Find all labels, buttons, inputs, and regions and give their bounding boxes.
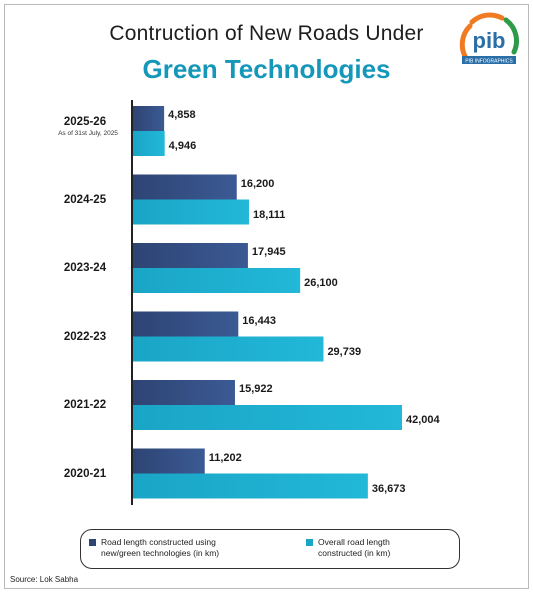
value-label-overall: 18,111 bbox=[252, 208, 286, 221]
y-axis-line bbox=[131, 100, 133, 505]
legend-label-overall: Overall road length constructed (in km) bbox=[318, 537, 390, 559]
category-note: As of 31st July, 2025 bbox=[58, 130, 118, 137]
bar-green-tech bbox=[133, 448, 205, 474]
value-label-green-tech: 16,443 bbox=[242, 314, 276, 327]
legend-label-overall-line2: constructed (in km) bbox=[318, 548, 391, 558]
legend-swatch-overall bbox=[306, 539, 313, 546]
legend-label-overall-line1: Overall road length bbox=[318, 537, 390, 547]
value-label-overall: 4,946 bbox=[168, 140, 197, 152]
chart-title-line2: Green Technologies bbox=[142, 54, 391, 84]
category-label: 2024-25 bbox=[63, 193, 107, 206]
legend-label-green-tech-line2: new/green technologies (in km) bbox=[101, 548, 220, 558]
legend: Road length constructed using new/green … bbox=[80, 529, 460, 569]
category-label: 2025-26 bbox=[63, 116, 107, 128]
bar-overall bbox=[133, 199, 249, 225]
bar-green-tech bbox=[133, 174, 237, 200]
bar-green-tech bbox=[133, 311, 239, 337]
value-label-green-tech: 16,200 bbox=[240, 177, 275, 190]
chart-title-line1: Contruction of New Roads Under bbox=[109, 22, 424, 45]
legend-label-green-tech-line1: Road length constructed using bbox=[101, 537, 216, 547]
source-note: Source: Lok Sabha bbox=[10, 575, 79, 584]
value-label-green-tech: 4,858 bbox=[168, 109, 196, 121]
value-label-green-tech: 15,922 bbox=[238, 383, 273, 395]
value-label-overall: 26,100 bbox=[304, 277, 338, 289]
bar-overall bbox=[133, 268, 301, 293]
logo-text: pib bbox=[473, 28, 506, 53]
category-label: 2020-21 bbox=[63, 467, 107, 480]
value-label-green-tech: 11,202 bbox=[208, 451, 242, 464]
value-label-green-tech: 17,945 bbox=[251, 246, 286, 258]
legend-label-green-tech: Road length constructed using new/green … bbox=[101, 537, 219, 559]
category-label: 2021-22 bbox=[63, 399, 107, 411]
bar-overall bbox=[133, 336, 324, 362]
value-label-overall: 29,739 bbox=[327, 345, 362, 358]
bar-overall bbox=[133, 405, 402, 430]
category-label: 2022-23 bbox=[63, 330, 107, 343]
value-label-overall: 36,673 bbox=[371, 482, 406, 495]
bar-overall bbox=[133, 131, 165, 156]
legend-swatch-green-tech bbox=[89, 539, 96, 546]
bar-green-tech bbox=[133, 380, 235, 405]
logo-subtext: PIB INFOGRAPHICS bbox=[465, 59, 513, 65]
bar-green-tech bbox=[133, 106, 165, 131]
category-label: 2023-24 bbox=[63, 262, 107, 274]
bar-green-tech bbox=[133, 243, 248, 268]
value-label-overall: 42,004 bbox=[406, 414, 440, 426]
bar-overall bbox=[133, 473, 368, 499]
pib-logo: pib PIB INFOGRAPHICS bbox=[459, 12, 519, 65]
